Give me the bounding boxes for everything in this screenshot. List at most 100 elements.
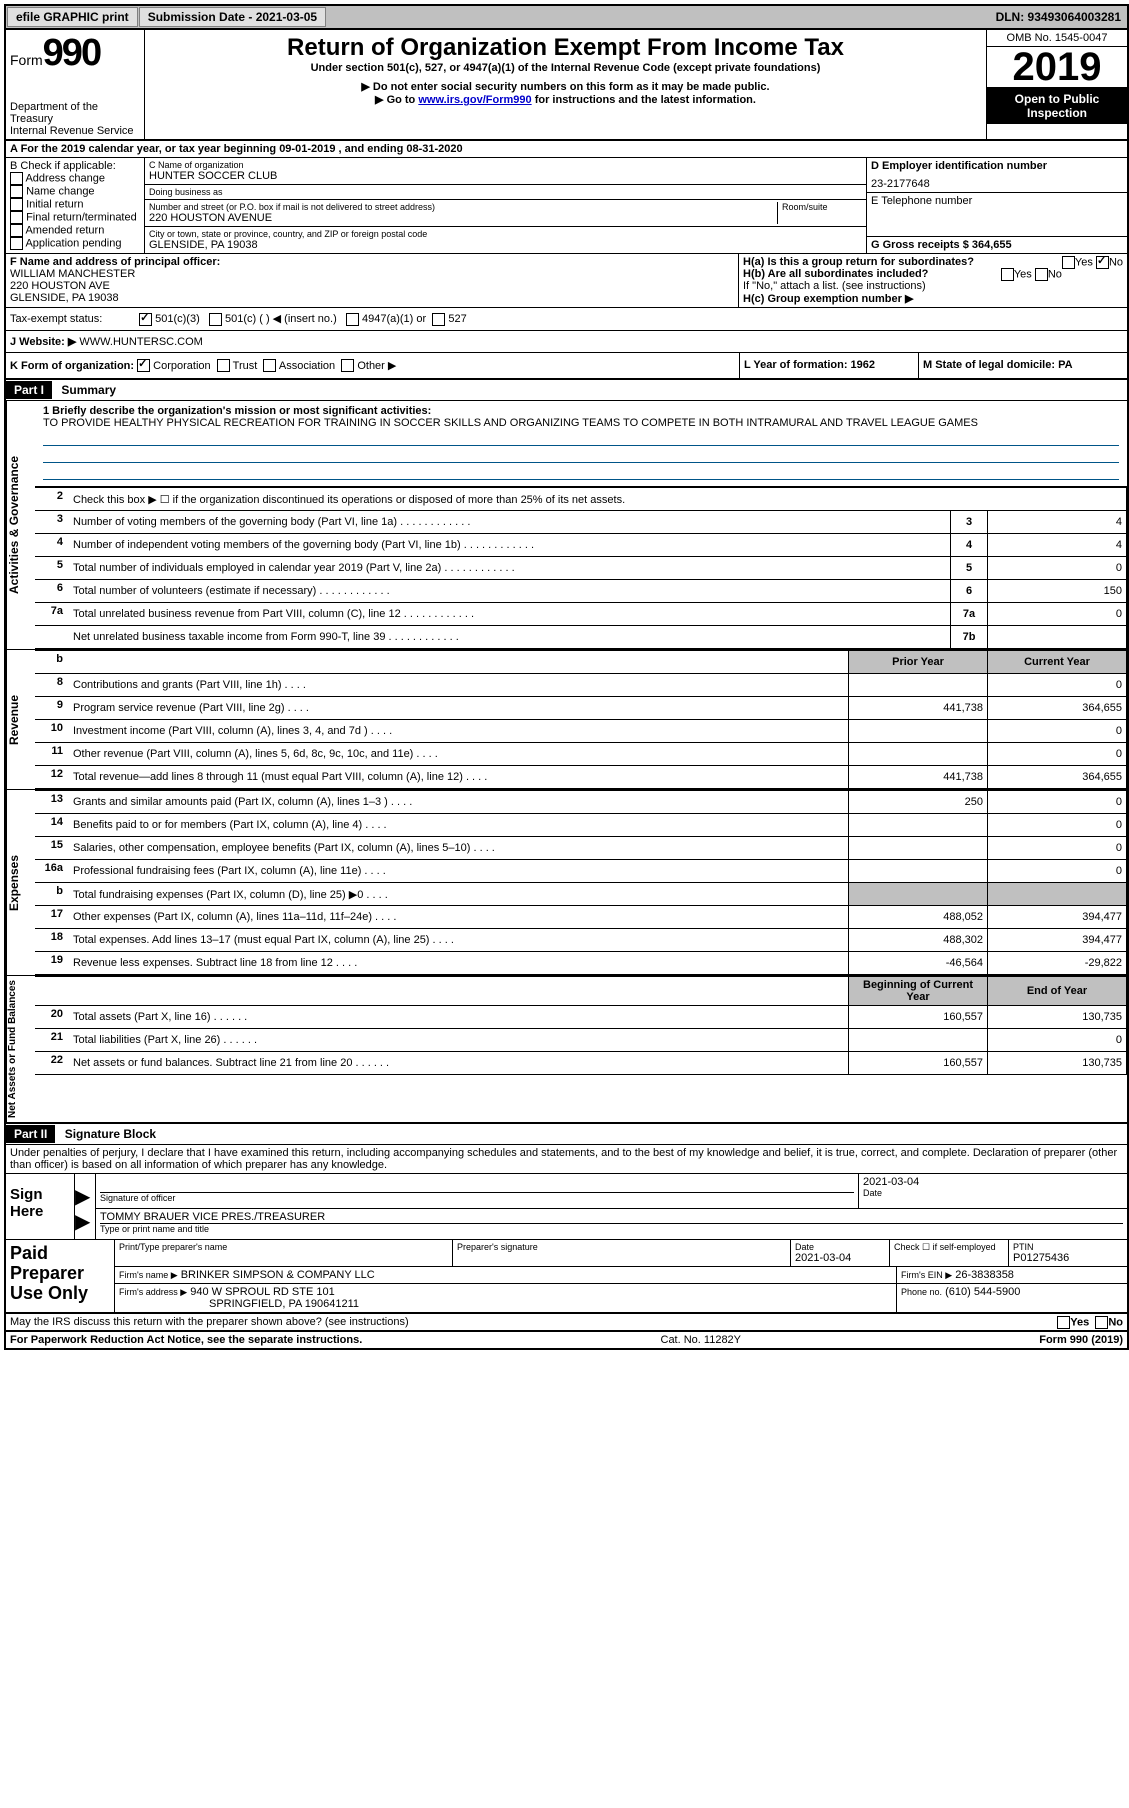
print-label: Print/Type preparer's name	[119, 1242, 448, 1252]
check-trust[interactable]	[217, 359, 230, 372]
ha-no[interactable]: No	[1109, 256, 1123, 268]
table-row: 8Contributions and grants (Part VIII, li…	[35, 674, 1127, 697]
opt-501c: 501(c) ( ) ◀ (insert no.)	[225, 313, 337, 325]
type-label: Type or print name and title	[100, 1224, 1123, 1234]
side-ag: Activities & Governance	[6, 401, 35, 649]
check-pending[interactable]: Application pending	[10, 237, 140, 250]
check-4947[interactable]	[346, 313, 359, 326]
officer-row: F Name and address of principal officer:…	[6, 254, 1127, 308]
officer-name: WILLIAM MANCHESTER	[10, 268, 734, 280]
firm-phone: (610) 544-5900	[945, 1286, 1020, 1298]
city-label: City or town, state or province, country…	[149, 229, 862, 239]
part1-title: Summary	[55, 383, 116, 397]
ha-yes[interactable]: Yes	[1075, 256, 1093, 268]
paid-preparer-block: Paid Preparer Use Only Print/Type prepar…	[6, 1240, 1127, 1314]
check-assoc[interactable]	[263, 359, 276, 372]
firm-addr2: SPRINGFIELD, PA 190641211	[119, 1298, 892, 1310]
table-row: 9Program service revenue (Part VIII, lin…	[35, 697, 1127, 720]
firm-name-label: Firm's name ▶	[119, 1270, 178, 1280]
hb-label: H(b) Are all subordinates included?	[743, 268, 928, 280]
header-sub3: ▶ Go to www.irs.gov/Form990 for instruct…	[149, 93, 982, 106]
addr-label: Number and street (or P.O. box if mail i…	[149, 202, 777, 212]
box-de: D Employer identification number 23-2177…	[866, 158, 1127, 253]
box-f: F Name and address of principal officer:…	[6, 254, 739, 307]
header-sub2: ▶ Do not enter social security numbers o…	[149, 80, 982, 93]
footer-right: Form 990 (2019)	[1039, 1334, 1123, 1346]
ein-label: D Employer identification number	[871, 160, 1123, 172]
officer-printed-name: TOMMY BRAUER VICE PRES./TREASURER	[100, 1211, 1123, 1224]
footer-row: For Paperwork Reduction Act Notice, see …	[6, 1332, 1127, 1348]
ha-label: H(a) Is this a group return for subordin…	[743, 256, 974, 268]
sign-here-block: Sign Here ▶▶ Signature of officer 2021-0…	[6, 1174, 1127, 1240]
table-row: 16aProfessional fundraising fees (Part I…	[35, 860, 1127, 883]
opt-4947: 4947(a)(1) or	[362, 313, 426, 325]
opt-501c3: 501(c)(3)	[155, 313, 200, 325]
table-row: 22Net assets or fund balances. Subtract …	[35, 1052, 1127, 1075]
hdr-beg: Beginning of Current Year	[849, 977, 988, 1006]
hb-yes[interactable]: Yes	[1014, 268, 1032, 280]
self-emp-label: Check ☐ if self-employed	[894, 1242, 1004, 1253]
efile-print-button[interactable]: efile GRAPHIC print	[7, 7, 138, 27]
check-initial[interactable]: Initial return	[10, 198, 140, 211]
form-number: 990	[43, 32, 100, 74]
table-row: 12Total revenue—add lines 8 through 11 (…	[35, 766, 1127, 789]
firm-addr1: 940 W SPROUL RD STE 101	[190, 1286, 334, 1298]
net-table: Beginning of Current YearEnd of Year 20T…	[35, 976, 1127, 1075]
sig-officer-label: Signature of officer	[100, 1193, 854, 1203]
box-l: L Year of formation: 1962	[739, 353, 918, 379]
part2-header: Part II	[6, 1125, 55, 1143]
box-m: M State of legal domicile: PA	[918, 353, 1127, 379]
irs-link[interactable]: www.irs.gov/Form990	[418, 94, 531, 106]
side-exp: Expenses	[6, 790, 35, 975]
check-other[interactable]	[341, 359, 354, 372]
website-value: WWW.HUNTERSC.COM	[79, 336, 202, 348]
check-amended[interactable]: Amended return	[10, 224, 140, 237]
box-k: K Form of organization: Corporation Trus…	[6, 353, 739, 379]
check-final[interactable]: Final return/terminated	[10, 211, 140, 224]
tax-year: 2019	[987, 47, 1127, 88]
summary-rev: Revenue bPrior YearCurrent Year 8Contrib…	[6, 650, 1127, 790]
dln: DLN: 93493064003281	[996, 10, 1127, 24]
sign-date-label: Date	[863, 1188, 1123, 1198]
discuss-yes[interactable]	[1057, 1316, 1070, 1329]
summary-net: Net Assets or Fund Balances Beginning of…	[6, 976, 1127, 1124]
form-title: Return of Organization Exempt From Incom…	[149, 34, 982, 62]
sign-date: 2021-03-04	[863, 1176, 1123, 1188]
table-row: 18Total expenses. Add lines 13–17 (must …	[35, 929, 1127, 952]
ptin-value: P01275436	[1013, 1252, 1123, 1264]
box-b-title: B Check if applicable:	[10, 160, 140, 172]
side-rev: Revenue	[6, 650, 35, 789]
table-row: 6Total number of volunteers (estimate if…	[35, 580, 1127, 603]
check-501c3[interactable]	[139, 313, 152, 326]
sub3-pre: ▶ Go to	[375, 94, 418, 106]
line1-label: 1 Briefly describe the organization's mi…	[43, 405, 431, 417]
box-c: C Name of organization HUNTER SOCCER CLU…	[145, 158, 866, 253]
firm-name: BRINKER SIMPSON & COMPANY LLC	[181, 1269, 375, 1281]
check-address[interactable]: Address change	[10, 172, 140, 185]
discuss-no[interactable]	[1095, 1316, 1108, 1329]
check-name[interactable]: Name change	[10, 185, 140, 198]
box-b: B Check if applicable: Address change Na…	[6, 158, 145, 253]
city-state-zip: GLENSIDE, PA 19038	[149, 239, 862, 251]
check-527[interactable]	[432, 313, 445, 326]
firm-ein: 26-3838358	[955, 1269, 1014, 1281]
hb-no[interactable]: No	[1048, 268, 1062, 280]
header-sub1: Under section 501(c), 527, or 4947(a)(1)…	[149, 62, 982, 74]
table-row: 14Benefits paid to or for members (Part …	[35, 814, 1127, 837]
table-row: 13Grants and similar amounts paid (Part …	[35, 791, 1127, 814]
irs-label: Internal Revenue Service	[10, 125, 140, 137]
table-row: 4Number of independent voting members of…	[35, 534, 1127, 557]
table-row: 3Number of voting members of the governi…	[35, 511, 1127, 534]
ptin-label: PTIN	[1013, 1242, 1123, 1252]
sign-fields: Signature of officer 2021-03-04 Date TOM…	[96, 1174, 1127, 1239]
box-h: H(a) Is this a group return for subordin…	[739, 254, 1127, 307]
check-corp[interactable]	[137, 359, 150, 372]
table-row: 7aTotal unrelated business revenue from …	[35, 603, 1127, 626]
footer-mid: Cat. No. 11282Y	[661, 1334, 742, 1346]
k-label: K Form of organization:	[10, 360, 134, 372]
check-501c[interactable]	[209, 313, 222, 326]
open-public-badge: Open to Public Inspection	[987, 88, 1127, 124]
table-row: Net unrelated business taxable income fr…	[35, 626, 1127, 649]
officer-label: F Name and address of principal officer:	[10, 256, 220, 268]
hc-label: H(c) Group exemption number ▶	[743, 293, 913, 305]
